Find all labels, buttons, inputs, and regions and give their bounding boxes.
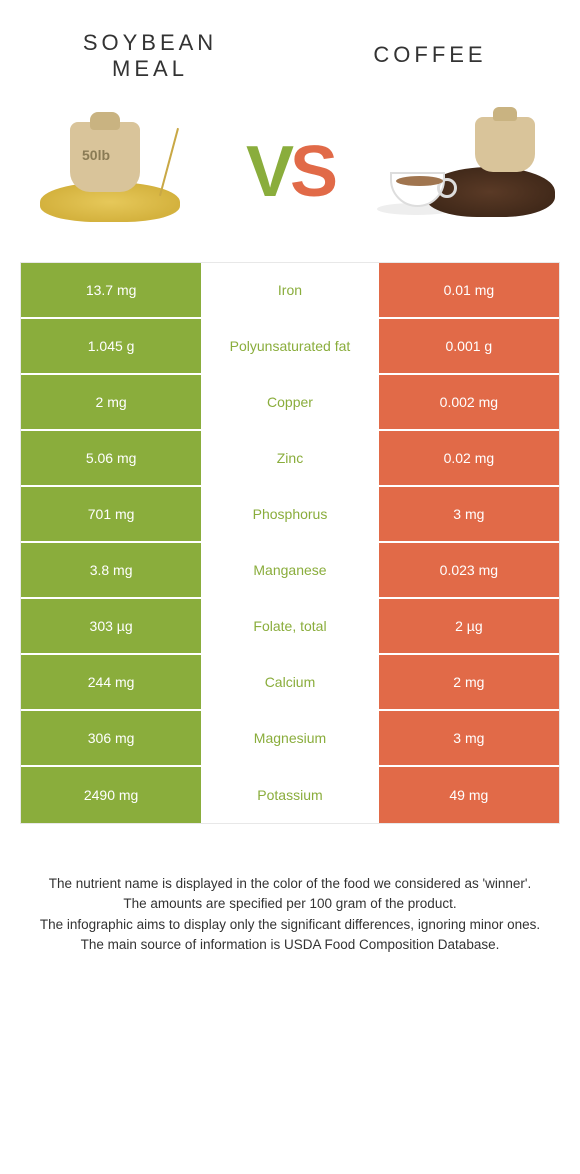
header: SOYBEAN MEAL COFFEE [0, 0, 580, 92]
nutrient-name: Copper [201, 375, 379, 429]
vs-label: VS [246, 131, 334, 213]
right-value: 3 mg [379, 487, 559, 541]
left-value: 2490 mg [21, 767, 201, 823]
nutrient-name: Potassium [201, 767, 379, 823]
footer-line: The main source of information is USDA F… [30, 935, 550, 955]
footer-line: The nutrient name is displayed in the co… [30, 874, 550, 894]
left-value: 13.7 mg [21, 263, 201, 317]
table-row: 3.8 mgManganese0.023 mg [21, 543, 559, 599]
table-row: 306 mgMagnesium3 mg [21, 711, 559, 767]
left-value: 3.8 mg [21, 543, 201, 597]
vs-s: S [290, 132, 334, 212]
footer-line: The amounts are specified per 100 gram o… [30, 894, 550, 914]
right-value: 3 mg [379, 711, 559, 765]
nutrient-name: Zinc [201, 431, 379, 485]
left-value: 244 mg [21, 655, 201, 709]
right-value: 0.02 mg [379, 431, 559, 485]
footer-notes: The nutrient name is displayed in the co… [30, 874, 550, 955]
left-value: 701 mg [21, 487, 201, 541]
left-food-image: 50lb [20, 112, 200, 232]
table-row: 701 mgPhosphorus3 mg [21, 487, 559, 543]
table-row: 2 mgCopper0.002 mg [21, 375, 559, 431]
table-row: 1.045 gPolyunsaturated fat0.001 g [21, 319, 559, 375]
table-row: 13.7 mgIron0.01 mg [21, 263, 559, 319]
left-value: 303 µg [21, 599, 201, 653]
table-row: 244 mgCalcium2 mg [21, 655, 559, 711]
right-value: 0.001 g [379, 319, 559, 373]
nutrient-name: Manganese [201, 543, 379, 597]
right-value: 2 µg [379, 599, 559, 653]
table-row: 303 µgFolate, total2 µg [21, 599, 559, 655]
vs-v: V [246, 132, 290, 212]
hero-row: 50lb VS [0, 92, 580, 262]
right-value: 0.002 mg [379, 375, 559, 429]
right-food-image [380, 112, 560, 232]
right-value: 2 mg [379, 655, 559, 709]
nutrient-name: Polyunsaturated fat [201, 319, 379, 373]
footer-line: The infographic aims to display only the… [30, 915, 550, 935]
nutrient-name: Magnesium [201, 711, 379, 765]
nutrient-name: Folate, total [201, 599, 379, 653]
nutrient-name: Iron [201, 263, 379, 317]
right-value: 0.023 mg [379, 543, 559, 597]
left-value: 2 mg [21, 375, 201, 429]
right-food-title: COFFEE [330, 30, 530, 82]
left-value: 306 mg [21, 711, 201, 765]
nutrient-name: Calcium [201, 655, 379, 709]
right-value: 0.01 mg [379, 263, 559, 317]
left-food-title: SOYBEAN MEAL [50, 30, 250, 82]
left-value: 1.045 g [21, 319, 201, 373]
right-value: 49 mg [379, 767, 559, 823]
left-value: 5.06 mg [21, 431, 201, 485]
table-row: 5.06 mgZinc0.02 mg [21, 431, 559, 487]
sack-label: 50lb [82, 147, 110, 163]
table-row: 2490 mgPotassium49 mg [21, 767, 559, 823]
nutrient-name: Phosphorus [201, 487, 379, 541]
comparison-table: 13.7 mgIron0.01 mg1.045 gPolyunsaturated… [20, 262, 560, 824]
